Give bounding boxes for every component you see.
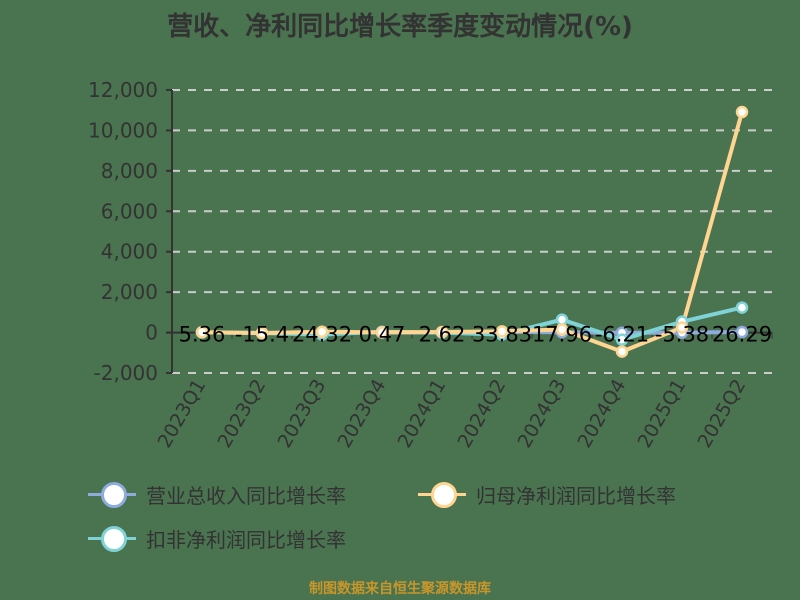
data-point[interactable] <box>255 326 269 340</box>
data-point[interactable] <box>735 301 749 314</box>
data-label: -6.21 <box>595 323 649 347</box>
legend-item-deducted-net-profit[interactable]: 扣非净利润同比增长率 <box>88 522 346 554</box>
x-tick-label: 2024Q3 <box>514 376 571 452</box>
legend-item-revenue[interactable]: 营业总收入同比增长率 <box>88 478 346 510</box>
data-point[interactable] <box>495 325 509 338</box>
data-point[interactable] <box>735 105 749 119</box>
legend-marker-icon <box>88 522 136 554</box>
legend-label: 营业总收入同比增长率 <box>146 483 346 508</box>
y-tick-label: 8,000 <box>101 159 158 183</box>
data-point[interactable] <box>315 325 329 339</box>
legend-label: 扣非净利润同比增长率 <box>146 527 346 552</box>
data-point[interactable] <box>615 345 629 358</box>
data-label: 26.29 <box>712 323 772 347</box>
data-point[interactable] <box>375 326 389 339</box>
data-label: 5.36 <box>179 323 226 347</box>
y-tick-label: 4,000 <box>101 240 158 264</box>
x-tick-label: 2025Q1 <box>634 376 691 452</box>
data-label: 17.96 <box>532 323 592 347</box>
x-tick-label: 2023Q3 <box>274 376 331 452</box>
data-point[interactable] <box>675 321 689 334</box>
data-label: -15.4 <box>235 323 289 347</box>
data-source-footer: 制图数据来自恒生聚源数据库 <box>309 581 491 597</box>
x-tick-label: 2024Q4 <box>574 376 631 452</box>
data-point[interactable] <box>435 325 449 339</box>
legend-marker-icon <box>418 478 466 510</box>
data-label: 24.32 <box>292 323 352 347</box>
y-tick-label: 12,000 <box>88 78 158 102</box>
chart-title: 营收、净利同比增长率季度变动情况(%) <box>167 12 633 42</box>
data-label: 33.83 <box>472 323 532 347</box>
x-tick-label: 2023Q2 <box>214 376 271 452</box>
data-label: -5.38 <box>655 323 709 347</box>
y-tick-label: 2,000 <box>101 280 158 304</box>
data-label: 2.62 <box>419 323 466 347</box>
y-tick-label: -2,000 <box>94 361 158 385</box>
legend-item-net-profit[interactable]: 归母净利润同比增长率 <box>418 478 676 510</box>
legend-label: 归母净利润同比增长率 <box>476 483 676 508</box>
y-tick-label: 10,000 <box>88 118 158 142</box>
x-tick-label: 2025Q2 <box>694 376 751 452</box>
legend-marker-icon <box>88 478 136 510</box>
data-point[interactable] <box>735 325 749 339</box>
data-point[interactable] <box>195 325 209 339</box>
x-tick-label: 2023Q1 <box>154 376 211 452</box>
data-point[interactable] <box>615 333 629 346</box>
y-tick-label: 6,000 <box>101 199 158 223</box>
x-tick-label: 2023Q4 <box>334 376 391 452</box>
data-point[interactable] <box>555 323 569 336</box>
series-line <box>201 111 744 354</box>
y-tick-label: 0 <box>145 321 158 345</box>
x-tick-label: 2024Q2 <box>454 376 511 452</box>
x-tick-label: 2024Q1 <box>394 376 451 452</box>
data-label: 0.47 <box>359 323 406 347</box>
